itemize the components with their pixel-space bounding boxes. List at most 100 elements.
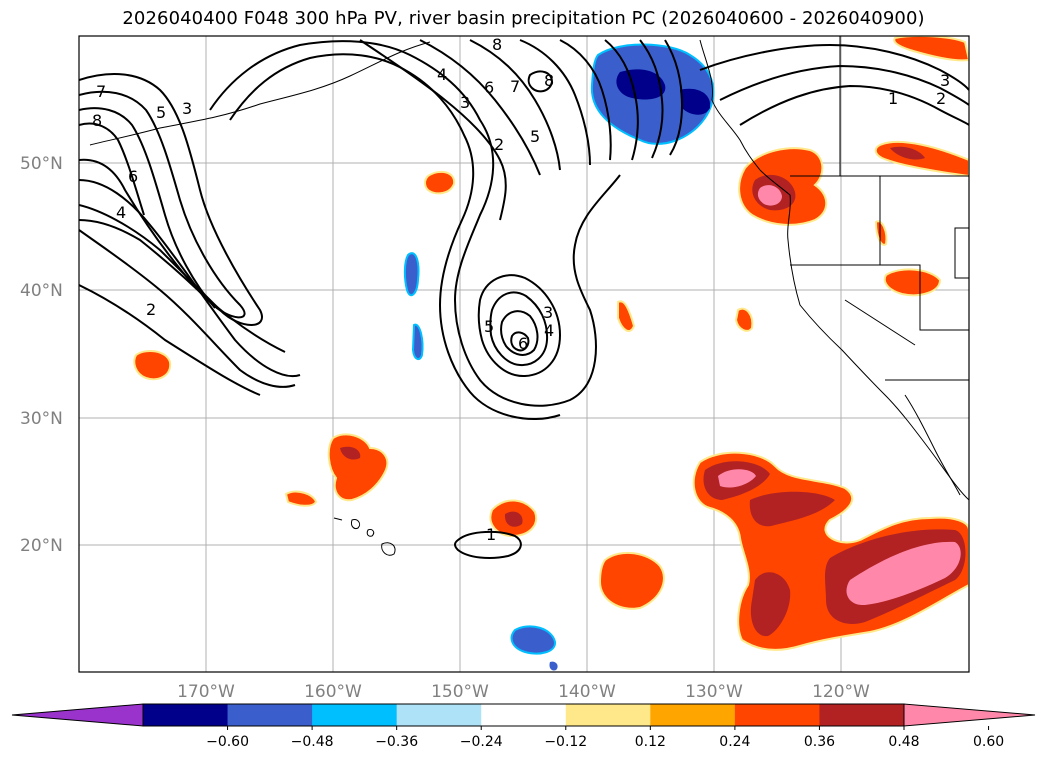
pv-contour-c4 (489, 291, 549, 367)
colorbar-segment (565, 704, 651, 726)
coast-north-america-west (759, 169, 969, 501)
pv-contour-w3 (79, 107, 216, 309)
precip-negative-blob-b (411, 323, 424, 361)
colorbar-segment (143, 704, 229, 726)
lat-tick: 20°N (20, 536, 63, 556)
pv-contour-c3 (477, 274, 562, 378)
lon-tick-labels: 170°W 160°W 150°W 140°W 130°W 120°W (177, 682, 870, 702)
precip-positive-hawaii-e-core (504, 511, 523, 527)
lat-tick: 40°N (20, 281, 63, 301)
colorbar-label: −0.36 (375, 734, 418, 750)
pv-label: 4 (544, 321, 554, 340)
colorbar-label: −0.12 (544, 734, 587, 750)
colorbar-segment (227, 704, 313, 726)
pv-contour-ne3 (739, 84, 969, 126)
lat-tick: 30°N (20, 409, 63, 429)
pv-contour-c5 (500, 310, 539, 356)
colorbar-label: −0.48 (291, 734, 334, 750)
colorbar-segment (481, 704, 567, 726)
precip-positive-idaho (883, 268, 942, 297)
coast-baja (904, 394, 961, 496)
pv-contour-n1 (359, 39, 507, 221)
precip-positive-thin (874, 220, 888, 246)
precip-positive-south (598, 551, 665, 610)
colorbar-label: 0.48 (888, 734, 919, 750)
precip-positive-southeast-peak1 (718, 469, 756, 488)
pv-label: 1 (888, 89, 898, 108)
pv-contour-n8 (664, 39, 684, 156)
pv-label: 6 (518, 334, 528, 353)
precip-negative-blob-c (510, 625, 556, 655)
precip-positive-southeast-core4 (750, 572, 791, 637)
precip-negative-blob-d (549, 661, 558, 671)
pv-contour-c2 (229, 53, 561, 421)
precip-positive-ne-core (890, 146, 925, 160)
map-frame (78, 35, 970, 673)
pv-contour-ne2 (719, 64, 969, 106)
pv-label: 7 (96, 82, 106, 101)
precip-positive-cal (734, 307, 754, 332)
colorbar-label: −0.24 (460, 734, 503, 750)
precip-positive-mid-b (617, 300, 636, 333)
lat-tick-labels: 50°N 40°N 30°N 20°N (20, 154, 63, 556)
pv-contour-cut (527, 70, 554, 93)
precip-positive-hawaii-n-core (340, 446, 361, 460)
pv-contour-n3 (469, 39, 561, 171)
lon-tick: 130°W (685, 682, 743, 702)
pv-contour-w8 (79, 284, 261, 396)
precip-negative-blob-a (403, 252, 420, 297)
pv-label: 3 (940, 71, 950, 90)
colorbar: −0.60 −0.48 −0.36 −0.24 −0.12 0.12 0.24 0.36 0.4… (11, 703, 1036, 750)
colorbar-extend-min (11, 703, 144, 727)
lon-tick: 160°W (304, 682, 362, 702)
lon-tick: 150°W (431, 682, 489, 702)
pv-contour-n6 (604, 39, 639, 161)
border-state-2 (880, 264, 969, 331)
pv-contour-w5 (79, 158, 286, 353)
lat-tick: 50°N (20, 154, 63, 174)
colorbar-segment (312, 704, 398, 726)
colorbar-label: 0.24 (719, 734, 750, 750)
pv-label: 3 (543, 303, 553, 322)
island-hawaii-3 (366, 529, 375, 537)
lon-tick: 120°W (812, 682, 870, 702)
pv-label: 5 (156, 103, 166, 122)
colorbar-segment (734, 704, 820, 726)
coast-alaska-panhandle (699, 39, 761, 171)
precip-positive-southeast-peak2 (846, 541, 961, 606)
precip-positive-southeast-core2 (749, 491, 835, 527)
pv-contour-w7 (79, 229, 296, 388)
pv-label: 5 (530, 127, 540, 146)
coastlines (89, 36, 969, 556)
colorbar-segment (819, 704, 905, 726)
island-hawaii-4 (333, 517, 343, 521)
precip-positive-west (133, 349, 172, 381)
pv-contour-w1 (79, 73, 263, 326)
pv-label: 4 (437, 65, 447, 84)
colorbar-segment (650, 704, 736, 726)
pv-label: 5 (484, 317, 494, 336)
pv-label: 8 (544, 71, 554, 90)
colorbar-segment (396, 704, 482, 726)
colorbar-label: 0.12 (635, 734, 666, 750)
pv-label: 2 (494, 135, 504, 154)
colorbar-label: 0.36 (804, 734, 835, 750)
pv-contour-hawaii (454, 530, 522, 559)
lon-tick: 170°W (177, 682, 235, 702)
coast-aleutians (89, 41, 431, 146)
pv-label: 1 (486, 525, 496, 544)
pv-contour-w2 (79, 90, 246, 319)
colorbar-label: 0.60 (973, 734, 1004, 750)
pv-label: 7 (510, 77, 520, 96)
colorbar-label: −0.60 (206, 734, 249, 750)
pv-contour-w6 (79, 179, 301, 377)
precip-positive-pnw-peak (757, 185, 782, 206)
precip-positive-mid-a (424, 170, 456, 195)
pv-label: 8 (492, 35, 502, 54)
precip-negative-alaska-core2 (680, 88, 711, 115)
pv-contour-n2 (419, 39, 541, 176)
pv-label: 3 (460, 93, 470, 112)
pv-contours (79, 39, 969, 559)
map-title: 2026040400 F048 300 hPa PV, river basin … (122, 8, 925, 29)
